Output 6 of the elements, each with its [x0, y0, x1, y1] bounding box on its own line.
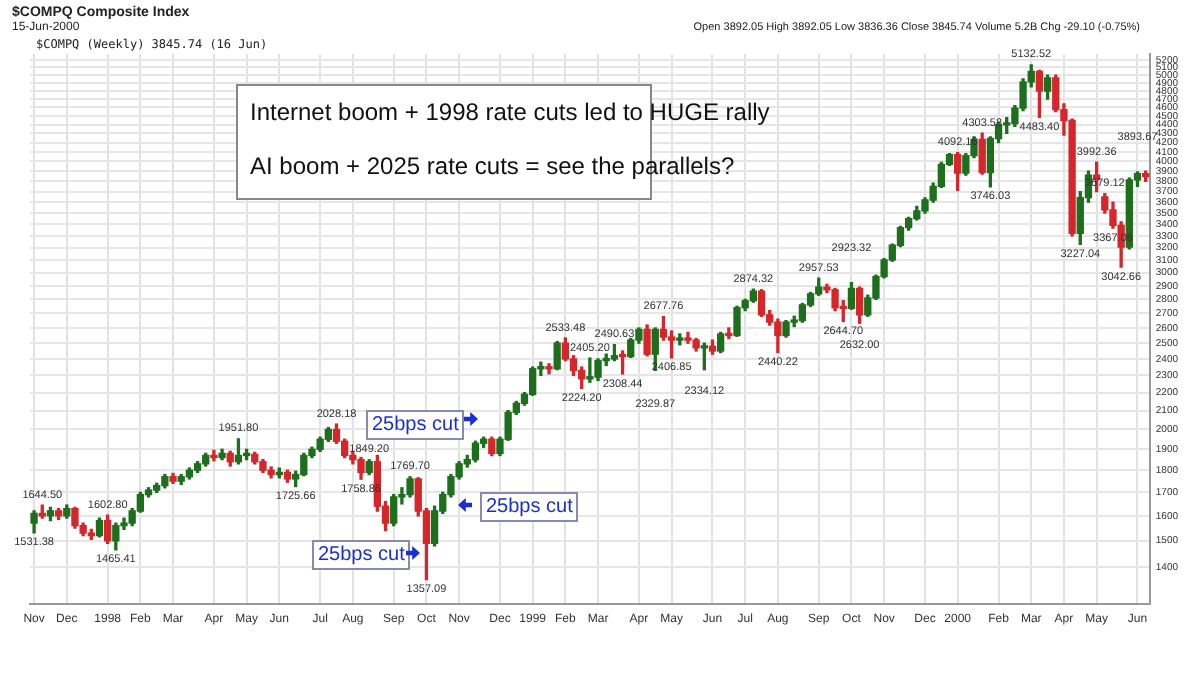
annotation: 25bps cut: [312, 540, 411, 570]
annotation: 25bps cut: [366, 410, 465, 440]
candlestick: [586, 357, 594, 383]
annotation: AI boom + 2025 rate cuts = see the parallels?: [250, 152, 735, 180]
annotation: Internet boom + 1998 rate cuts led to HUGE rally: [250, 98, 770, 126]
annotation: 25bps cut: [480, 492, 579, 522]
